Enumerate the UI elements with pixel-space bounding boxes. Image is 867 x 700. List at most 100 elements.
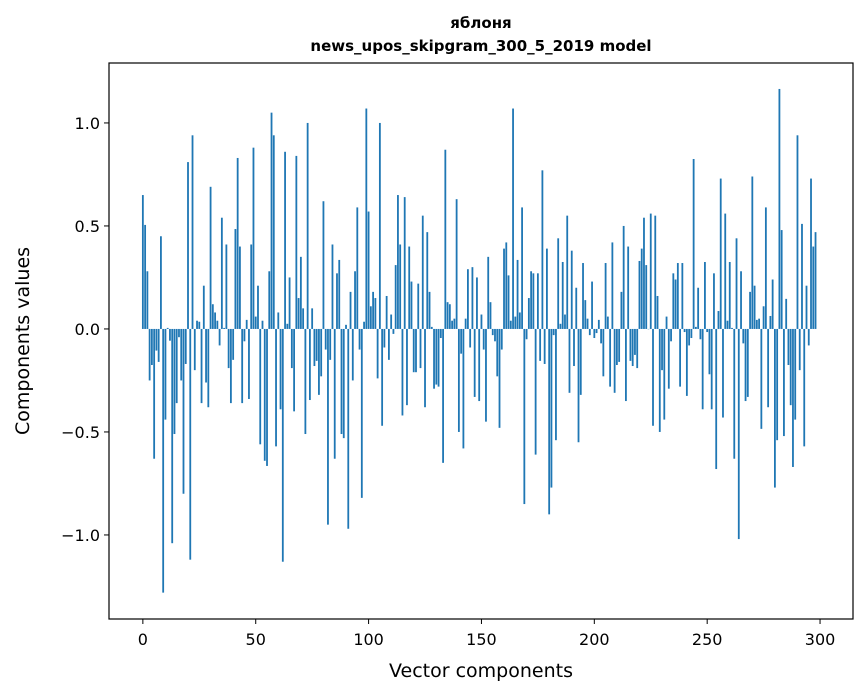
bar — [329, 329, 331, 360]
plot-frame — [109, 63, 853, 619]
bar — [388, 329, 390, 360]
bar — [512, 109, 514, 329]
bar — [797, 135, 799, 329]
bar — [589, 329, 591, 335]
bar — [573, 329, 575, 366]
y-axis: −1.0−0.50.00.51.0 — [61, 114, 109, 545]
bar — [702, 329, 704, 409]
bar — [679, 329, 681, 387]
bar — [198, 322, 200, 329]
bar — [553, 329, 555, 335]
bar — [411, 282, 413, 329]
bar — [178, 329, 180, 337]
bar — [429, 292, 431, 329]
bar — [681, 263, 683, 329]
bar — [424, 329, 426, 407]
bar — [677, 263, 679, 329]
bar — [225, 244, 227, 328]
bar — [591, 282, 593, 329]
bar — [514, 317, 516, 329]
bar — [645, 265, 647, 329]
bar — [675, 280, 677, 329]
bar — [790, 329, 792, 405]
bar — [167, 328, 169, 329]
bar — [783, 329, 785, 436]
bar — [244, 329, 246, 341]
bar — [185, 329, 187, 364]
bar — [223, 328, 225, 329]
bar — [201, 329, 203, 403]
bar — [383, 329, 385, 348]
bar — [262, 321, 264, 329]
bar — [532, 273, 534, 329]
bar — [487, 257, 489, 329]
bar — [605, 263, 607, 329]
bar — [571, 251, 573, 329]
bar — [304, 329, 306, 434]
bar — [255, 317, 257, 329]
bar — [323, 201, 325, 329]
bar — [438, 329, 440, 387]
bar — [499, 329, 501, 428]
bar — [365, 109, 367, 329]
bar — [785, 299, 787, 329]
bar — [451, 321, 453, 329]
bar — [146, 271, 148, 329]
bar — [230, 329, 232, 403]
bar — [720, 179, 722, 329]
bar — [544, 329, 546, 364]
bar — [241, 329, 243, 403]
bar — [246, 320, 248, 329]
bar — [194, 329, 196, 370]
bar — [415, 329, 417, 372]
bar — [727, 321, 729, 329]
bar — [149, 329, 151, 381]
chart-subtitle: news_upos_skipgram_300_5_2019 model — [310, 37, 651, 55]
bar — [722, 329, 724, 418]
bar — [776, 329, 778, 440]
bar — [564, 315, 566, 329]
bar — [537, 273, 539, 329]
bar — [456, 199, 458, 329]
bar — [295, 156, 297, 329]
bar — [474, 329, 476, 397]
bar — [643, 218, 645, 329]
x-tick-label: 300 — [805, 630, 836, 649]
bar — [390, 315, 392, 329]
bar — [273, 135, 275, 329]
x-tick-label: 250 — [692, 630, 723, 649]
bar — [627, 247, 629, 329]
bar — [458, 329, 460, 432]
bar — [153, 329, 155, 459]
bar — [253, 148, 255, 329]
bar — [803, 329, 805, 446]
bar — [277, 312, 279, 328]
bar — [492, 329, 494, 335]
bar — [399, 244, 401, 328]
bar — [733, 329, 735, 459]
bar — [815, 232, 817, 329]
bar — [587, 319, 589, 329]
bar — [711, 329, 713, 409]
bar — [156, 329, 158, 351]
bar — [176, 329, 178, 403]
bar — [347, 329, 349, 529]
bar — [291, 329, 293, 368]
bar — [749, 292, 751, 329]
bar — [503, 249, 505, 329]
bar — [356, 207, 358, 329]
bar — [650, 214, 652, 329]
bar — [575, 288, 577, 329]
bar — [736, 238, 738, 329]
bar — [523, 329, 525, 504]
bar — [760, 329, 762, 429]
y-tick-label: −0.5 — [61, 423, 100, 442]
bar — [582, 263, 584, 329]
bar — [485, 329, 487, 422]
bar — [494, 329, 496, 341]
bar — [395, 265, 397, 329]
bar — [661, 329, 663, 370]
bar — [530, 271, 532, 329]
bar — [174, 329, 176, 434]
